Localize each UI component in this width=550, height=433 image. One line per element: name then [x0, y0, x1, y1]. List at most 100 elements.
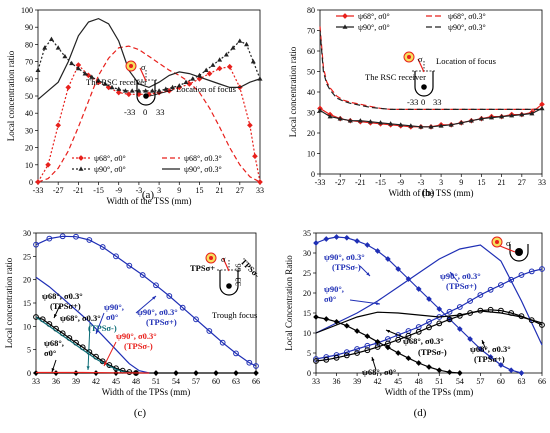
data-point	[35, 67, 41, 72]
data-point	[86, 237, 93, 243]
data-point	[115, 89, 122, 96]
data-point	[385, 344, 391, 351]
sigma-label: σ	[221, 254, 226, 264]
x-tick-label: -27	[335, 178, 346, 187]
series-line	[319, 30, 542, 110]
arrow-line	[385, 329, 411, 341]
data-point	[105, 84, 112, 91]
x-tick-label: 9	[177, 186, 181, 195]
y-tick-label: 80	[307, 6, 315, 15]
series-label: ψ68°,	[44, 338, 64, 348]
y-tick-label: 80	[25, 40, 33, 49]
y-tick-label: 20	[25, 144, 33, 153]
data-point	[253, 363, 259, 369]
series-1	[35, 316, 130, 374]
series-2	[317, 105, 545, 129]
data-point	[99, 244, 106, 250]
data-point	[246, 359, 253, 366]
y-tick-label: 10	[23, 322, 31, 331]
data-point	[183, 79, 189, 85]
data-point	[223, 52, 229, 57]
legend-marker	[342, 13, 348, 19]
series-3	[315, 310, 543, 334]
data-point	[508, 276, 515, 283]
receiver-cavity	[136, 80, 156, 106]
series-2	[35, 36, 263, 93]
data-point	[166, 293, 173, 299]
legend-entry: ψ68°, σ0.3°	[184, 154, 222, 163]
data-point	[216, 65, 223, 72]
x-tick-label: 51	[152, 377, 160, 386]
x-axis-label: Width of the TSS (mm)	[107, 196, 192, 206]
y-tick-label: 20	[303, 289, 311, 298]
legend-marker	[78, 155, 84, 161]
receiver-schematic	[412, 58, 436, 97]
annotation-trough-focus: Trough focus	[212, 310, 257, 320]
x-tick-label: -21	[73, 186, 84, 195]
series-line	[35, 316, 137, 374]
annotation-scale: 33	[233, 278, 243, 287]
data-point	[398, 122, 404, 127]
annotation-scale: 33	[156, 107, 165, 117]
data-point	[508, 367, 515, 374]
data-point	[317, 107, 323, 113]
data-point	[385, 256, 391, 262]
data-point	[415, 286, 422, 292]
sun-core	[129, 64, 133, 68]
x-tick-label: 60	[497, 377, 505, 386]
data-point	[42, 45, 48, 50]
data-point	[467, 298, 473, 304]
data-point	[125, 91, 132, 98]
data-point	[59, 233, 66, 240]
series-label: σ0°	[324, 294, 336, 304]
legend-entry: ψ90°, σ0°	[358, 23, 390, 32]
x-tick-label: 42	[92, 377, 100, 386]
annotation-scale: 0	[143, 107, 147, 117]
x-tick-label: -27	[53, 186, 64, 195]
focus-point	[421, 84, 427, 90]
series-line	[315, 268, 543, 360]
panel-label: (b)	[422, 187, 435, 199]
x-tick-label: 27	[236, 186, 244, 195]
data-point	[418, 124, 424, 129]
data-point	[395, 266, 402, 272]
x-tick-label: 15	[195, 186, 203, 195]
data-point	[374, 248, 381, 254]
series-line	[35, 276, 150, 374]
x-tick-label: 3	[157, 186, 161, 195]
data-point	[333, 234, 340, 240]
sun-core	[209, 256, 213, 260]
arrow-head	[366, 272, 370, 276]
series-label: ψ90°, σ0.3°	[137, 307, 178, 317]
y-tick-label: 15	[303, 309, 311, 318]
data-point	[89, 74, 95, 79]
data-point	[509, 112, 515, 118]
data-point	[468, 118, 474, 123]
data-point	[96, 77, 102, 83]
data-point	[456, 370, 463, 376]
x-tick-label: 39	[72, 377, 80, 386]
legend-entry: ψ90°, σ0.3°	[448, 23, 486, 32]
data-point	[347, 118, 353, 123]
legend-entry: ψ90°, σ0°	[94, 165, 126, 174]
arrow-head	[152, 296, 156, 300]
data-point	[519, 111, 525, 117]
y-tick-label: 0	[29, 178, 33, 187]
x-axis-label: Width of the TSS (mm)	[389, 188, 474, 198]
data-point	[156, 88, 162, 93]
data-point	[426, 324, 432, 331]
receiver-schematic	[217, 257, 241, 296]
y-tick-label: 40	[307, 88, 315, 97]
chart-panel-b: -33 -27 -21 -15 -9 -3 3 9 15 21 27 3301020304050607…	[288, 6, 546, 199]
x-tick-label: 36	[333, 377, 341, 386]
series-label: (TPSσ-)	[124, 341, 153, 351]
data-point	[213, 370, 219, 376]
focus-point	[143, 93, 149, 99]
data-point	[518, 370, 525, 376]
panel-label: (c)	[134, 407, 147, 419]
data-point	[153, 370, 159, 376]
data-point	[446, 369, 453, 376]
data-point	[436, 367, 443, 374]
data-point	[364, 333, 371, 340]
